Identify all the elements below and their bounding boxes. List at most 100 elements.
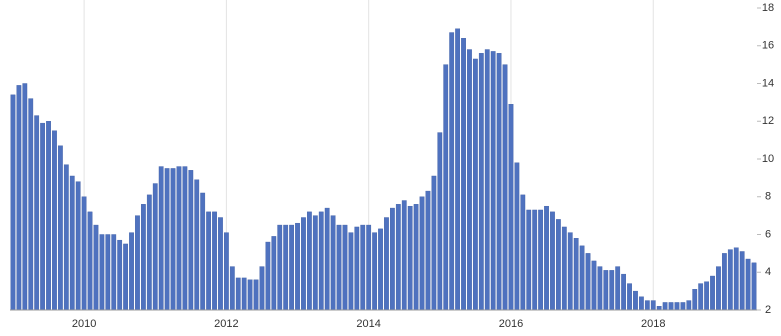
bar [46,121,51,311]
bar [342,224,348,311]
bar [194,179,200,311]
bar [467,49,472,311]
bar [573,238,579,311]
bar [212,211,217,311]
bar [520,194,526,311]
bar [259,266,265,311]
bar [727,249,733,311]
bar [502,64,508,311]
bar [135,215,140,311]
bar [301,217,306,311]
bar [16,85,22,311]
bar [265,241,271,311]
bar [295,222,300,311]
bar [129,232,134,311]
bar [567,232,573,311]
bar [609,270,615,311]
bar [674,302,680,311]
bar [650,300,656,311]
y-tick-label: 8 [765,191,771,203]
bar [69,175,75,311]
bar [692,289,698,311]
y-tick-label: 6 [765,228,771,240]
bar [472,58,478,311]
bar [633,290,638,311]
bar [354,226,360,311]
bar [384,217,389,311]
bar [372,232,378,311]
bar [111,234,117,311]
bar [324,207,330,311]
bar [431,175,437,311]
bar [277,224,283,311]
bar [312,215,318,311]
bar [218,217,223,311]
bar [478,53,484,311]
bar [348,232,354,311]
bar [22,83,28,311]
bar [449,32,455,311]
bar [514,162,520,311]
bar [437,132,443,311]
x-tick-label: 2012 [214,318,238,330]
bar [585,253,591,311]
bar [597,266,603,311]
bar [621,273,627,311]
bar [698,283,704,311]
bar [117,239,123,311]
bar [152,183,158,311]
bar [57,145,63,311]
x-tick-label: 2010 [72,318,96,330]
bar [508,104,514,311]
bar [591,260,597,311]
bar [63,164,69,311]
bar [318,211,324,311]
bar [538,209,544,311]
bar [686,300,692,311]
y-tick-label: 10 [762,153,774,165]
bar [550,211,555,311]
bar [561,226,567,311]
bar [330,215,336,311]
bar [223,232,229,311]
bar [306,211,312,311]
bar [93,224,99,311]
bar [200,192,206,311]
bar [158,166,164,311]
bar [164,168,170,311]
bar [182,166,188,311]
bar [229,266,235,311]
bar [680,302,686,311]
bar [366,224,372,311]
bar [413,204,419,311]
bar [283,224,289,311]
bar [336,224,342,311]
x-tick-label: 2016 [499,318,523,330]
y-tick-label: 16 [762,40,774,52]
bar [289,224,295,311]
y-tick-label: 12 [762,115,774,127]
bar [10,94,16,311]
bar [241,277,247,311]
bar [721,253,727,311]
bar [401,200,407,311]
bar [395,204,401,311]
bar [253,279,259,311]
bar [378,228,383,311]
bar [526,209,532,311]
bar [170,168,176,311]
bar [739,251,745,311]
bar [644,300,650,311]
bar [490,51,496,311]
bar [99,234,105,311]
bar [123,243,129,311]
bar [425,190,431,311]
bar [555,219,561,311]
bar [461,38,466,311]
bar [206,211,212,311]
bar [745,258,751,311]
bar [407,205,413,311]
bar [751,262,757,311]
bar [389,207,395,311]
